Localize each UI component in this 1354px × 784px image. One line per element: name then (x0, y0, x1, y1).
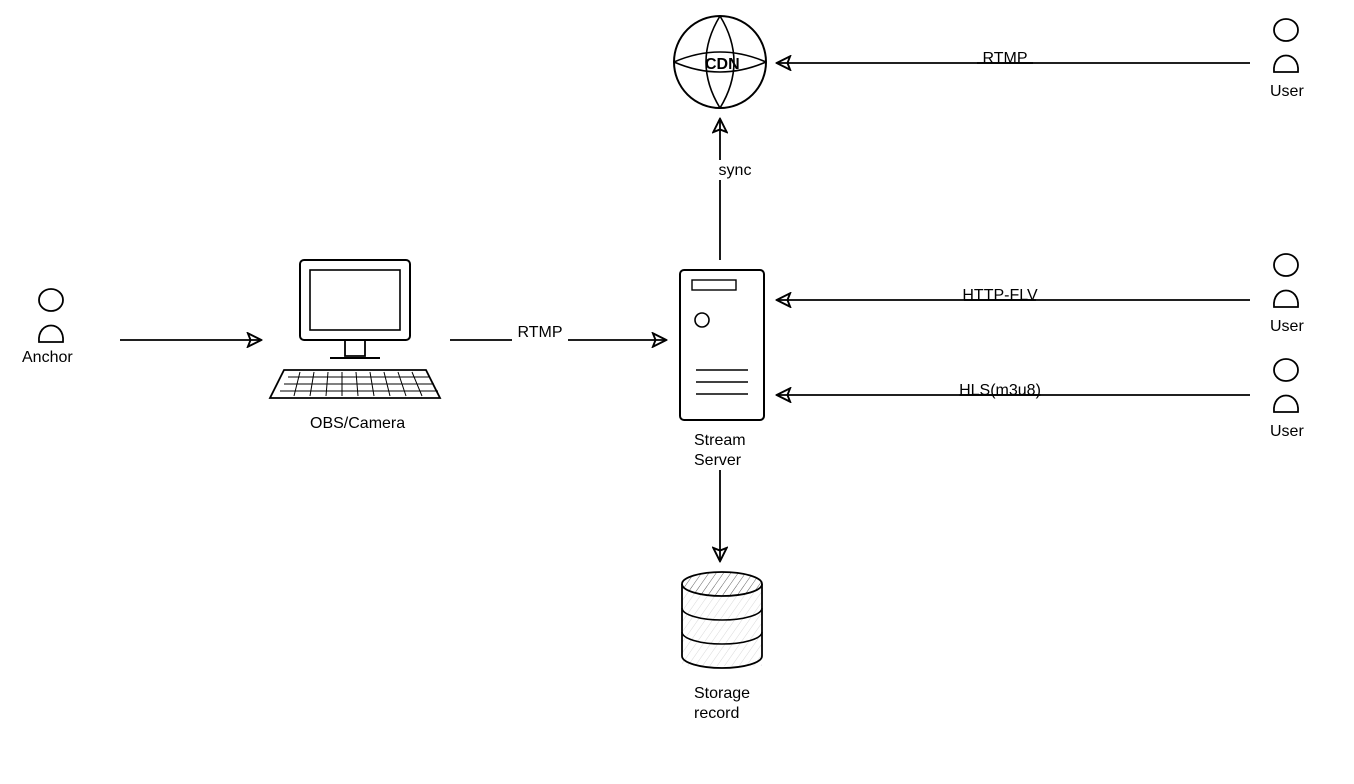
server-icon (680, 270, 764, 420)
cdn-label: CDN (705, 56, 740, 73)
diagram-canvas: RTMP sync RTMP HTTP-FLV HLS(m3u8) Anchor (0, 0, 1354, 784)
edge-stream_cdn: sync (719, 120, 752, 260)
edge-label-stream_cdn: sync (719, 162, 752, 179)
edge-label-flv_user: HTTP-FLV (962, 287, 1038, 304)
storage-node: Storage record (682, 572, 762, 722)
user-flv-label: User (1270, 318, 1304, 335)
stream-label: Stream Server (694, 432, 750, 469)
user-flv-node: User (1270, 254, 1304, 335)
edge-flv_user: HTTP-FLV (778, 287, 1250, 304)
edge-label-hls_user: HLS(m3u8) (959, 382, 1041, 399)
storage-label: Storage record (694, 685, 755, 722)
anchor-node: Anchor (22, 289, 73, 366)
user-hls-node: User (1270, 359, 1304, 440)
user-cdn-label: User (1270, 83, 1304, 100)
anchor-label: Anchor (22, 349, 73, 366)
edge-label-cdn_user: RTMP (982, 50, 1027, 67)
person-icon (1274, 19, 1298, 72)
edges-layer: RTMP sync RTMP HTTP-FLV HLS(m3u8) (120, 50, 1250, 560)
cdn-node: CDN (674, 16, 766, 108)
user-hls-label: User (1270, 423, 1304, 440)
person-icon (1274, 254, 1298, 307)
obs-label: OBS/Camera (310, 415, 405, 432)
stream-node: Stream Server (680, 270, 764, 469)
person-icon (1274, 359, 1298, 412)
edge-obs_stream: RTMP (450, 324, 665, 341)
database-icon (682, 572, 762, 668)
obs-node: OBS/Camera (270, 260, 440, 432)
user-cdn-node: User (1270, 19, 1304, 100)
edge-cdn_user: RTMP (778, 50, 1250, 67)
computer-icon (270, 260, 440, 398)
edge-hls_user: HLS(m3u8) (778, 382, 1250, 399)
person-icon (39, 289, 63, 342)
edge-label-obs_stream: RTMP (517, 324, 562, 341)
